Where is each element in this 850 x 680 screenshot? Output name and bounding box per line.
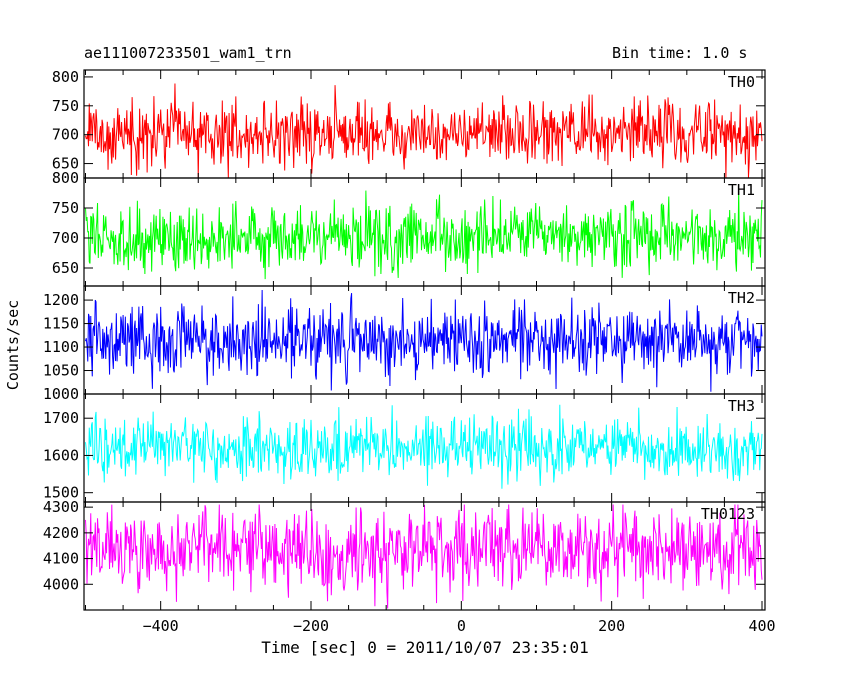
chart-title: ae111007233501_wam1_trn — [84, 44, 292, 62]
y-tick-label-th2: 1000 — [43, 385, 79, 403]
x-axis-label: Time [sec] 0 = 2011/10/07 23:35:01 — [261, 638, 589, 657]
y-tick-label-th3: 1700 — [43, 409, 79, 427]
y-tick-label-th0123: 4200 — [43, 524, 79, 542]
y-tick-label-th2: 1150 — [43, 315, 79, 333]
series-label-th1: TH1 — [728, 181, 755, 199]
series-line-th2 — [85, 289, 763, 392]
panel-frame-th1 — [83, 177, 766, 287]
series-line-th1 — [85, 188, 763, 280]
y-tick-label-th1: 700 — [52, 229, 79, 247]
y-tick-label-th2: 1200 — [43, 291, 79, 309]
bin-time-label: Bin time: 1.0 s — [612, 44, 748, 62]
series-label-th0123: TH0123 — [701, 505, 755, 523]
series-label-th2: TH2 — [728, 289, 755, 307]
y-tick-label-th0123: 4100 — [43, 550, 79, 568]
y-tick-label-th2: 1050 — [43, 362, 79, 380]
y-tick-label-th0123: 4300 — [43, 498, 79, 516]
y-tick-label-th0123: 4000 — [43, 575, 79, 593]
series-line-th3 — [85, 404, 763, 489]
y-tick-label-th3: 1500 — [43, 484, 79, 502]
x-tick-label: 400 — [748, 617, 775, 635]
y-tick-label-th1: 650 — [52, 259, 79, 277]
series-label-th3: TH3 — [728, 397, 755, 415]
x-tick-label: 200 — [598, 617, 625, 635]
y-tick-label-th0: 650 — [52, 155, 79, 173]
panel-frame-th0123 — [83, 501, 766, 611]
series-label-th0: TH0 — [728, 73, 755, 91]
x-tick-label: −400 — [143, 617, 179, 635]
series-line-th0 — [85, 83, 763, 179]
series-line-th0123 — [85, 504, 763, 609]
x-tick-label: −200 — [293, 617, 329, 635]
y-tick-label-th0: 800 — [52, 68, 79, 86]
y-tick-label-th2: 1100 — [43, 338, 79, 356]
y-tick-label-th1: 800 — [52, 169, 79, 187]
y-tick-label-th3: 1600 — [43, 446, 79, 464]
y-tick-label-th0: 700 — [52, 126, 79, 144]
y-tick-label-th0: 750 — [52, 97, 79, 115]
y-tick-label-th1: 750 — [52, 199, 79, 217]
x-tick-label: 0 — [457, 617, 466, 635]
